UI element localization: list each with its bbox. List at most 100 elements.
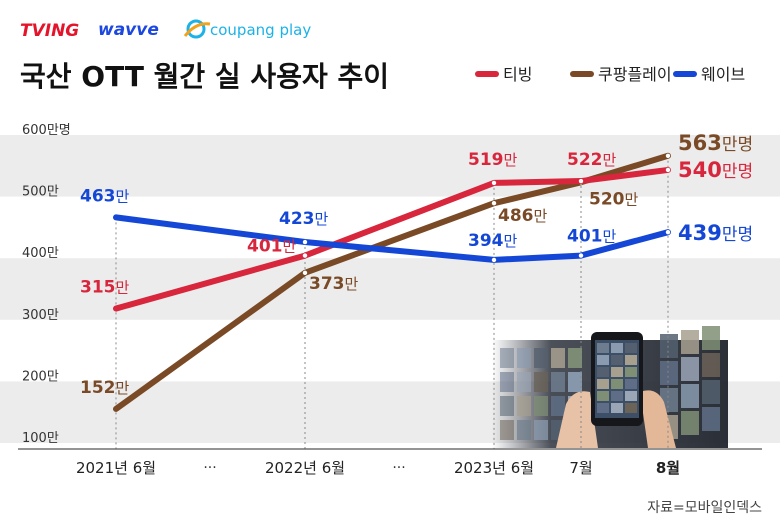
media-tile <box>702 326 720 350</box>
left-hand <box>556 391 598 448</box>
phone-screen-tile <box>597 379 609 389</box>
media-tile <box>551 396 565 416</box>
legend: 티빙 쿠팡플레이 웨이브 <box>475 65 745 84</box>
data-label: 315만 <box>80 278 130 298</box>
phone-screen-tile <box>625 343 637 353</box>
legend-label: 티빙 <box>503 65 532 84</box>
y-tick-label: 600만명 <box>22 123 71 138</box>
data-label: 463만 <box>80 186 130 206</box>
data-label: 519만 <box>468 150 518 170</box>
data-label: 373만 <box>309 274 359 294</box>
y-tick-label: 400만 <box>22 246 59 261</box>
phone-screen-tile <box>611 355 623 365</box>
grid-band <box>0 135 780 197</box>
data-label: 401만 <box>247 237 297 257</box>
phone-screen-tile <box>625 379 637 389</box>
chart-title: 국산 OTT 월간 실 사용자 추이 <box>20 60 389 93</box>
media-tile <box>534 420 548 440</box>
y-tick-label: 100만 <box>22 431 59 446</box>
media-tile <box>534 348 548 368</box>
coupang-play-icon <box>183 19 211 39</box>
data-label: 439만명 <box>678 221 753 245</box>
vertical-guides <box>115 155 669 449</box>
phone-screen-tile <box>597 355 609 365</box>
media-tile <box>500 396 514 416</box>
media-tile <box>551 348 565 368</box>
y-axis-ticks: 600만명 500만 400만 300만 200만 100만 <box>22 123 71 446</box>
wavve-logo: wavve <box>98 20 159 40</box>
data-label: 540만명 <box>678 158 753 182</box>
phone-photo-illustration <box>492 326 728 448</box>
data-point <box>491 180 497 186</box>
data-point <box>665 153 671 158</box>
data-label: 522만 <box>567 150 617 170</box>
phone-screen-tile <box>611 403 623 413</box>
x-tick-label: 8월 <box>656 459 680 477</box>
media-tile <box>568 372 582 392</box>
data-label: 401만 <box>567 227 617 247</box>
phone-screen-tile <box>625 355 637 365</box>
data-point <box>302 239 308 245</box>
phone-screen-tile <box>611 367 623 377</box>
media-tile <box>568 348 582 368</box>
media-tile <box>702 380 720 404</box>
data-point <box>665 229 671 235</box>
data-point <box>665 167 671 173</box>
media-tile <box>500 372 514 392</box>
data-label: 152만 <box>80 378 130 398</box>
data-point <box>302 270 308 276</box>
coupang-play-logo: coupang play <box>210 21 311 39</box>
phone-screen-tile <box>597 403 609 413</box>
data-label: 394만 <box>468 231 518 251</box>
media-tile <box>517 420 531 440</box>
media-tile <box>681 411 699 435</box>
series-lines <box>113 152 671 412</box>
media-tile <box>534 396 548 416</box>
grid-band <box>0 258 780 320</box>
legend-label: 웨이브 <box>701 65 745 84</box>
data-point <box>578 178 584 184</box>
data-point <box>491 201 497 206</box>
x-tick-label: 2021년 6월 <box>76 459 156 477</box>
x-tick-label: 2022년 6월 <box>265 459 345 477</box>
media-tile <box>517 396 531 416</box>
phone-screen-tile <box>597 343 609 353</box>
x-tick-label: 7월 <box>569 459 592 477</box>
media-tile <box>702 353 720 377</box>
data-point <box>491 257 497 263</box>
y-tick-label: 300만 <box>22 308 59 323</box>
y-tick-label: 200만 <box>22 369 59 384</box>
tving-logo: TVING <box>20 21 79 41</box>
data-labels: 315만 401만 519만 522만 540만명 152만 373만 486만 520만 563… <box>80 131 753 398</box>
media-tile <box>681 357 699 381</box>
phone-screen-tile <box>625 403 637 413</box>
data-label: 423만 <box>279 209 329 229</box>
x-tick-ellipsis: ··· <box>203 460 216 476</box>
phone-screen-tile <box>611 379 623 389</box>
data-label: 563만명 <box>678 131 753 155</box>
media-tile <box>500 348 514 368</box>
right-hand <box>640 390 676 448</box>
media-tile <box>681 384 699 408</box>
media-tile <box>702 407 720 431</box>
media-tile <box>534 372 548 392</box>
data-label: 486만 <box>498 206 548 226</box>
media-tile <box>517 348 531 368</box>
x-tick-label: 2023년 6월 <box>454 459 534 477</box>
data-point <box>578 253 584 258</box>
media-tile <box>551 372 565 392</box>
media-tile <box>660 334 678 358</box>
phone-screen-tile <box>611 343 623 353</box>
y-tick-label: 500만 <box>22 185 59 200</box>
phone-screen-tile <box>625 367 637 377</box>
phone-screen-tile <box>625 391 637 401</box>
media-tile <box>681 330 699 354</box>
media-tile <box>517 372 531 392</box>
phone-screen-tile <box>597 391 609 401</box>
data-point <box>302 253 308 258</box>
x-tick-ellipsis: ··· <box>392 460 405 476</box>
media-tile <box>660 361 678 385</box>
logo-row: TVING wavve coupang play <box>20 19 311 41</box>
